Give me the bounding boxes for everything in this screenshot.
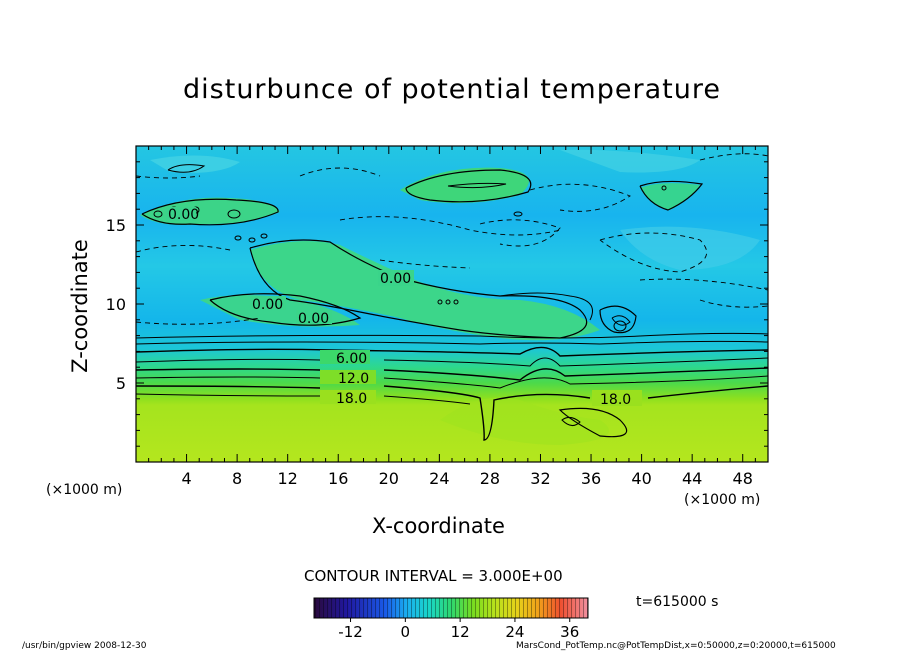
contour-label: 0.00 bbox=[252, 297, 283, 313]
contour-label-group: 0.00 0.00 0.00 0.00 6.00 12.0 18.0 18.0 bbox=[166, 207, 642, 408]
y-tick-label: 5 bbox=[116, 374, 126, 393]
contour-label: 0.00 bbox=[380, 271, 411, 287]
contour-lines bbox=[136, 153, 768, 441]
x-tick-label: 24 bbox=[429, 469, 449, 488]
chart-title: disturbunce of potential temperature bbox=[183, 74, 721, 105]
x-tick-label: 4 bbox=[181, 469, 191, 488]
contour-label: 18.0 bbox=[336, 391, 367, 407]
contour-label: 6.00 bbox=[336, 351, 367, 367]
y-tick-label: 10 bbox=[106, 295, 126, 314]
colorbar-stripes bbox=[314, 598, 588, 618]
x-tick-label: 16 bbox=[328, 469, 348, 488]
x-tick-label: 40 bbox=[631, 469, 651, 488]
colorbar-tick-label: 0 bbox=[401, 623, 411, 641]
contour-label: 12.0 bbox=[338, 371, 369, 387]
x-axis: 4 8 12 16 20 24 28 32 36 40 44 48 bbox=[148, 146, 756, 488]
footer-left: /usr/bin/gpview 2008-12-30 bbox=[22, 641, 147, 651]
contour-interval-label: CONTOUR INTERVAL = 3.000E+00 bbox=[304, 567, 563, 585]
colorbar-axis: -12 0 12 24 36 bbox=[338, 618, 579, 641]
x-tick-label: 36 bbox=[581, 469, 601, 488]
contour-label: 0.00 bbox=[298, 311, 329, 327]
colorbar-frame bbox=[313, 597, 589, 619]
x-tick-label: 20 bbox=[379, 469, 399, 488]
x-axis-unit-left: (×1000 m) bbox=[46, 482, 123, 498]
footer-right: MarsCond_PotTemp.nc@PotTempDist,x=0:5000… bbox=[516, 641, 836, 651]
x-tick-label: 8 bbox=[232, 469, 242, 488]
colorbar-tick-label: 12 bbox=[451, 623, 470, 641]
contour-label: 18.0 bbox=[600, 392, 631, 408]
contour-label: 0.00 bbox=[168, 207, 199, 223]
x-tick-label: 32 bbox=[530, 469, 550, 488]
colorbar-tick-label: 36 bbox=[560, 623, 579, 641]
x-tick-label: 28 bbox=[480, 469, 500, 488]
colorbar-tick-label: 24 bbox=[505, 623, 524, 641]
x-axis-unit-right: (×1000 m) bbox=[684, 492, 761, 508]
y-tick-label: 15 bbox=[106, 216, 126, 235]
colorbar-tick-label: -12 bbox=[338, 623, 363, 641]
x-axis-label: X-coordinate bbox=[372, 514, 505, 538]
x-tick-label: 44 bbox=[682, 469, 702, 488]
x-tick-label: 12 bbox=[278, 469, 298, 488]
x-tick-label: 48 bbox=[733, 469, 753, 488]
y-axis: 5 10 15 bbox=[106, 161, 768, 447]
time-label: t=615000 s bbox=[636, 594, 719, 610]
